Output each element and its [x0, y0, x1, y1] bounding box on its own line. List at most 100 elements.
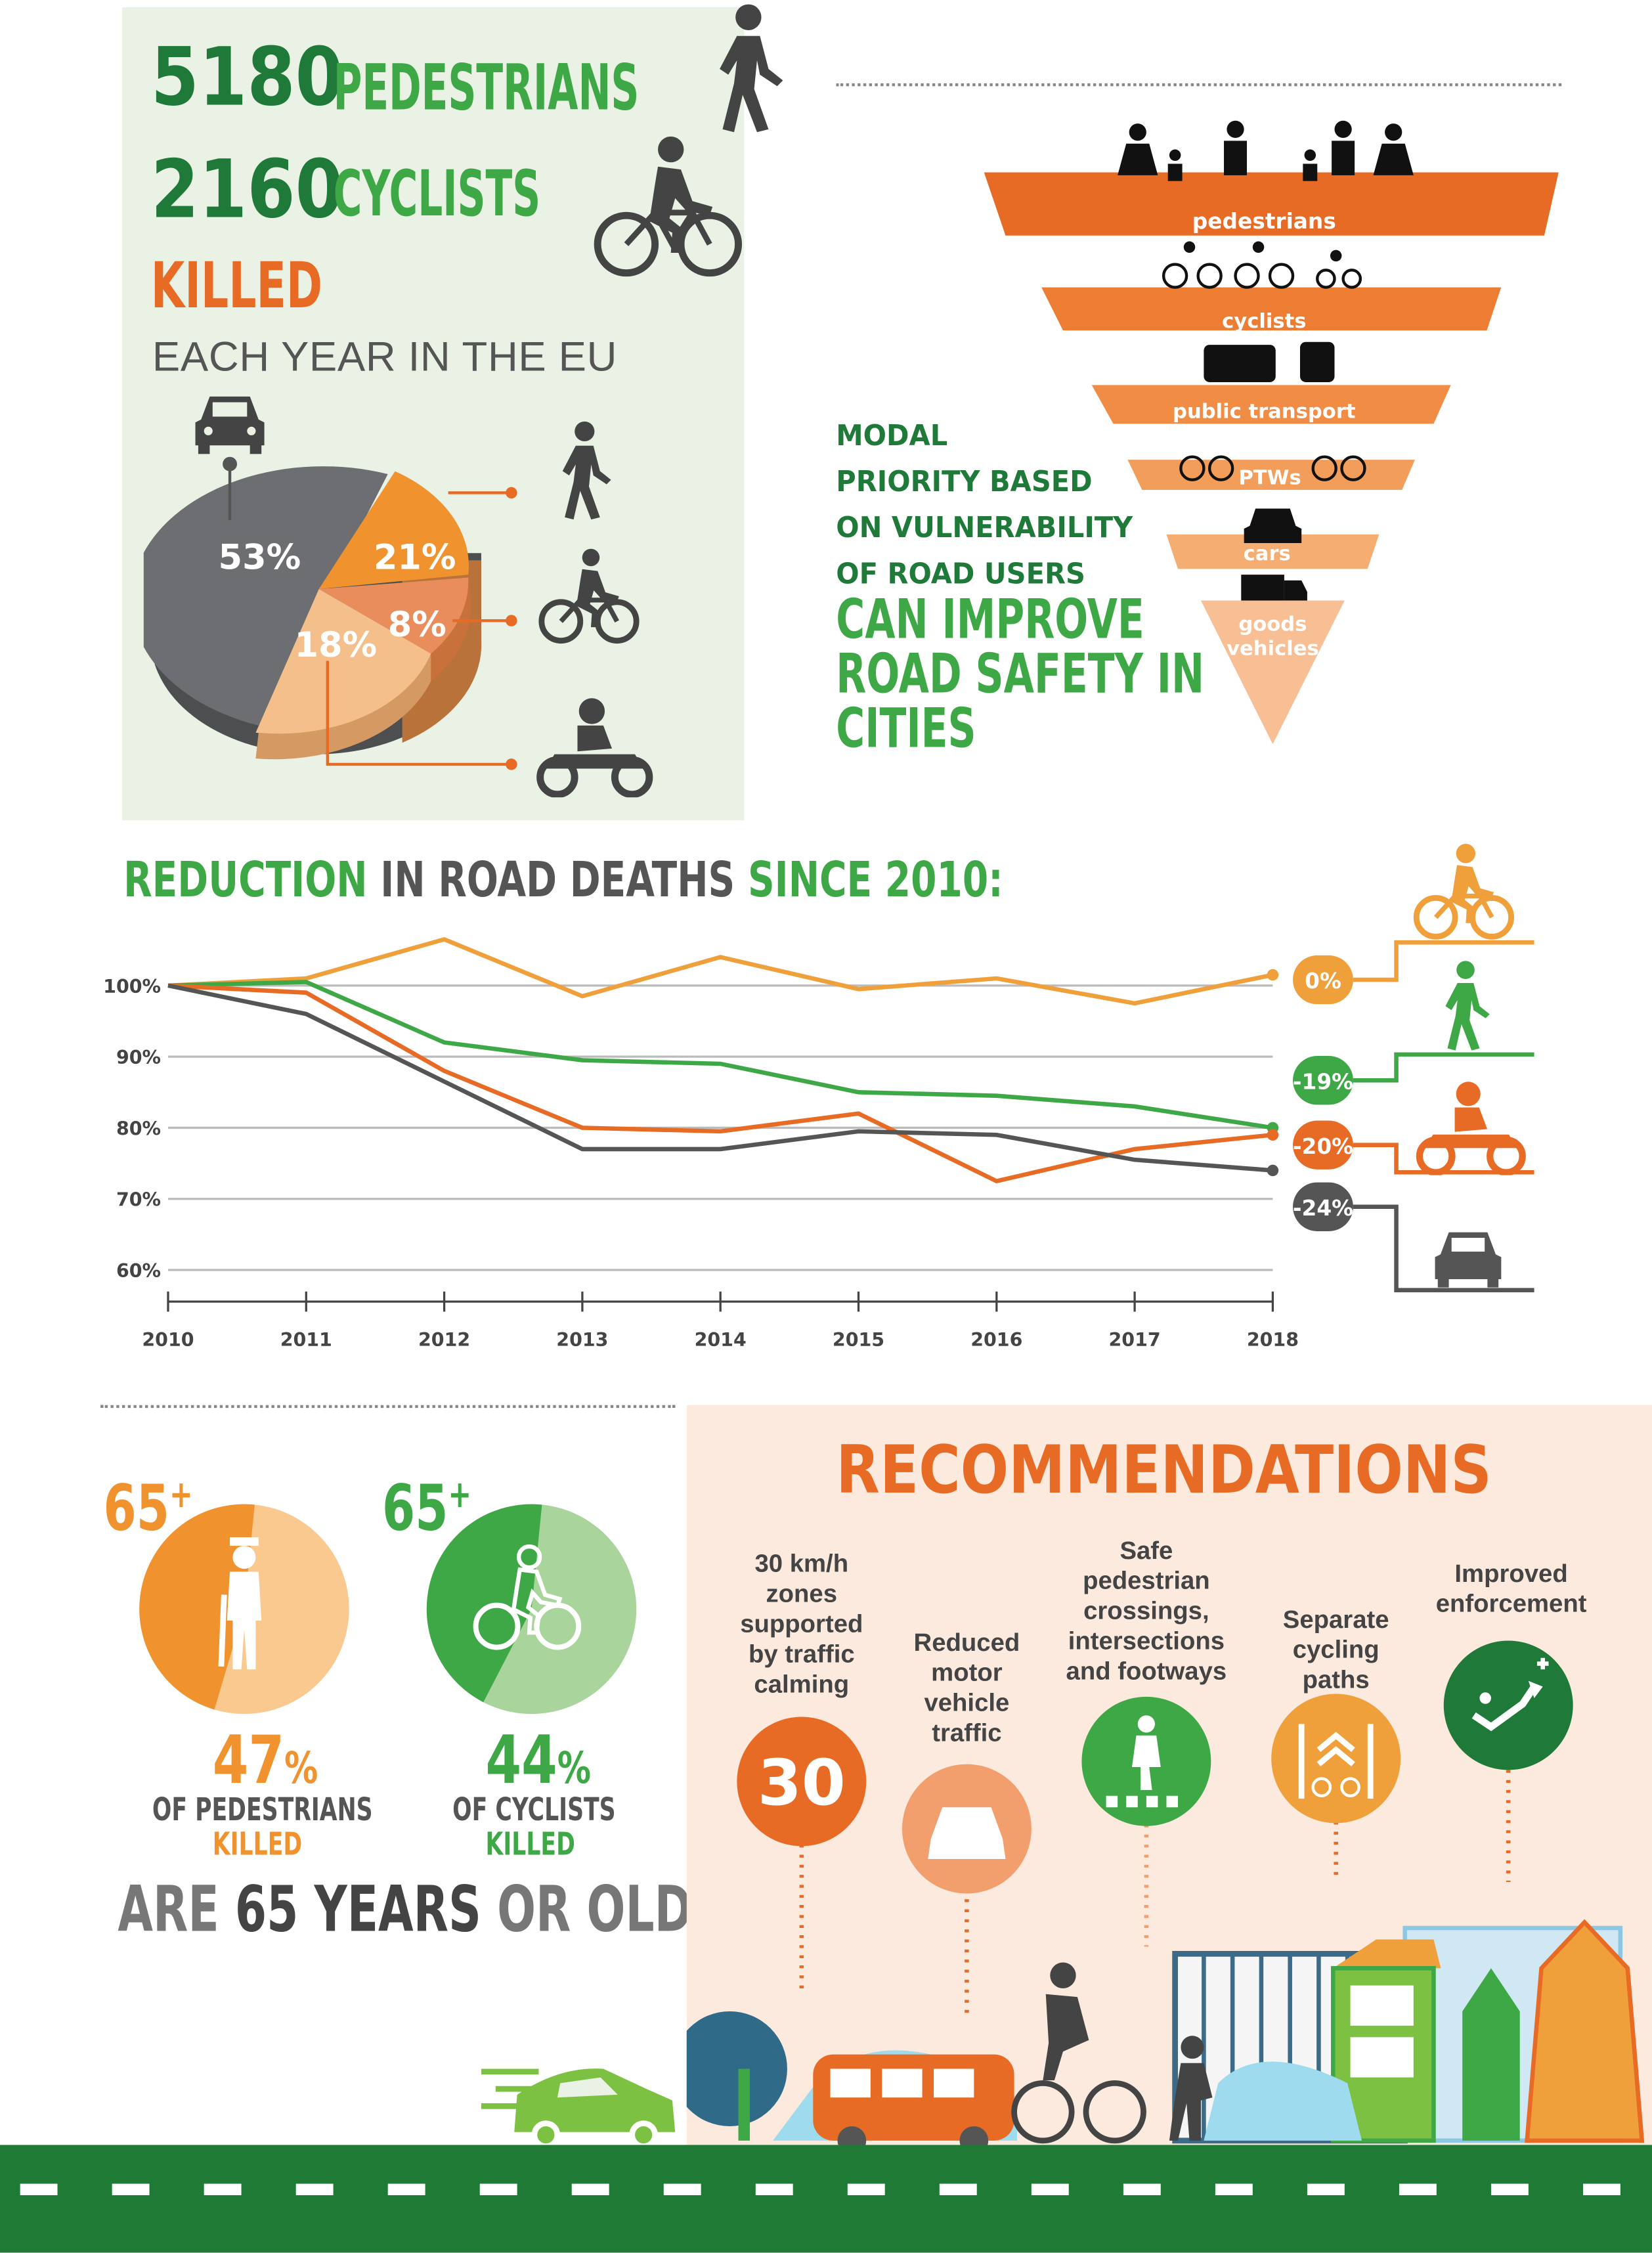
senior-cyc-of: OF CYCLISTS: [452, 1793, 616, 1829]
x-tick-label: 2016: [970, 1329, 1022, 1351]
recommendation-text: Improved enforcement: [1410, 1559, 1611, 1619]
elderly-pedestrian-icon: [218, 1537, 262, 1670]
series-line: [167, 936, 1274, 1006]
senior-ped-percent: 47%: [213, 1721, 318, 1808]
level-label-goods-vehicles: goods: [1238, 613, 1307, 636]
senior-cyc-age-number: 65: [381, 1472, 448, 1546]
speed-30-label: 30: [758, 1746, 846, 1820]
series-end-badge: [1293, 1120, 1353, 1170]
reduction-title: REDUCTION IN ROAD DEATHS SINCE 2010:: [123, 850, 1003, 911]
senior-bottom-years: 65 YEARS: [234, 1873, 481, 1947]
level-label-cars: cars: [1244, 542, 1291, 565]
pie-share: [426, 1504, 542, 1703]
cyclist-icon: [538, 548, 640, 644]
x-tick-label: 2011: [280, 1329, 332, 1351]
road-markings: [20, 2183, 1620, 2195]
level-label-cyclists: cyclists: [1222, 310, 1306, 333]
senior-ped-of: OF PEDESTRIANS: [152, 1793, 373, 1829]
level-label-pedestrians: pedestrians: [1192, 209, 1336, 234]
series-line: [167, 983, 1273, 1173]
recommendation-line: vehicle: [924, 1688, 1010, 1717]
recommendation-line: Safe: [1119, 1535, 1173, 1565]
senior-ped-age: 65+: [104, 1460, 193, 1546]
recommendation-text: Reduced motor vehicle traffic: [888, 1628, 1046, 1749]
pedestrian-icon: [562, 421, 611, 520]
recommendation-line: motor: [931, 1657, 1003, 1687]
priority-pyramid: pedestrians cyclists public transport PT…: [984, 120, 1559, 745]
modal-big-line: CITIES: [836, 697, 976, 760]
recommendation-line: cycling: [1292, 1634, 1380, 1664]
modal-text: MODAL PRIORITY BASED ON VULNERABILITY OF…: [836, 412, 1148, 596]
level-label-ptws: PTWs: [1238, 466, 1301, 489]
recommendation-text: Separate cycling paths: [1250, 1605, 1422, 1695]
pedestrian-icon: [1445, 961, 1490, 1051]
recommendations-title: RECOMMENDATIONS: [836, 1431, 1492, 1509]
series-end-point: [1267, 969, 1279, 981]
senior-ped-percent-number: 47: [212, 1721, 285, 1799]
each-year-label: EACH YEAR IN THE EU: [152, 334, 618, 381]
pie-label-cyclist: 8%: [388, 605, 446, 645]
x-tick-label: 2014: [695, 1329, 747, 1351]
modal-big-line: CAN IMPROVE: [836, 587, 1144, 651]
killed-label: KILLED: [150, 250, 323, 324]
divider-dotted: [836, 83, 1562, 87]
recommendation-line: 30 km/h: [754, 1548, 849, 1578]
modal-line: MODAL: [836, 418, 948, 453]
cycling-path-icon: [1271, 1694, 1401, 1824]
recommendation-line: Improved: [1454, 1558, 1568, 1588]
reduction-title-part2: IN ROAD DEATHS: [380, 852, 735, 909]
series-connector: [1353, 1204, 1534, 1292]
recommendation-line: intersections: [1068, 1626, 1225, 1655]
pedestrian-icon: [720, 4, 783, 133]
recommendation-line: Separate: [1282, 1604, 1389, 1634]
series-connector: [1353, 940, 1534, 982]
modal-line: PRIORITY BASED: [836, 464, 1093, 499]
modal-big-line: ROAD SAFETY IN: [836, 642, 1205, 706]
car-icon: [195, 396, 265, 454]
senior-cyc-percent-sign: %: [557, 1744, 592, 1795]
pie-slice-motorcycle: [255, 589, 431, 734]
recommendation-line: traffic: [932, 1718, 1002, 1747]
enforcement-icon: [1443, 1640, 1573, 1770]
motorcycle-icon: [1416, 1082, 1526, 1175]
level-cars: [1166, 534, 1380, 569]
cyclists-number: 2160: [150, 143, 343, 237]
recommendation-line: and footways: [1066, 1656, 1227, 1686]
senior-bottom-line: ARE 65 YEARS OR OLDER: [118, 1873, 758, 1948]
divider-dotted: [100, 1405, 676, 1409]
series-end-label: -20%: [1293, 1134, 1353, 1159]
modal-line: ON VULNERABILITY: [836, 510, 1133, 545]
series-connector: [1353, 1143, 1534, 1175]
pie-slice-cyclist: [318, 577, 469, 654]
recommendation-line: calming: [754, 1669, 850, 1699]
level-goods-vehicles: [1201, 600, 1345, 745]
pie-slice-pedestrian: [318, 471, 469, 590]
x-tick-label: 2015: [833, 1329, 884, 1351]
pedestrians-label: PEDESTRIANS: [333, 51, 640, 125]
x-tick-label: 2013: [556, 1329, 608, 1351]
cyclists-label: CYCLISTS: [333, 158, 541, 232]
cyclist-icon: [594, 136, 743, 277]
senior-cyc-age-plus: +: [448, 1474, 472, 1518]
senior-ped-age-number: 65: [103, 1472, 170, 1546]
car-icon: [1435, 1232, 1502, 1288]
senior-ped-percent-sign: %: [284, 1744, 318, 1795]
recommendation-line: crossings,: [1083, 1596, 1209, 1625]
road-deaths-line-chart: 100% 90% 80% 70% 60% 2010 2011 2012 2013 2014 2015…: [103, 936, 1534, 1351]
pie-share: [139, 1504, 255, 1710]
recommendation-line: paths: [1302, 1665, 1370, 1694]
y-tick-label: 80%: [116, 1118, 161, 1139]
modal-line: OF ROAD USERS: [836, 556, 1085, 591]
reduction-title-part1: REDUCTION: [123, 852, 368, 909]
level-pedestrians: [984, 172, 1559, 236]
x-tick-label: 2012: [418, 1329, 470, 1351]
level-label-public-transport: public transport: [1173, 401, 1355, 424]
y-tick-label: 60%: [116, 1260, 161, 1282]
y-tick-label: 100%: [103, 976, 161, 997]
recommendation-text: Safe pedestrian crossings, intersections…: [1046, 1536, 1247, 1687]
cyclist-icon: [473, 1544, 582, 1650]
recommendation-line: Reduced: [913, 1627, 1020, 1657]
series-end-badge: [1293, 1056, 1353, 1105]
